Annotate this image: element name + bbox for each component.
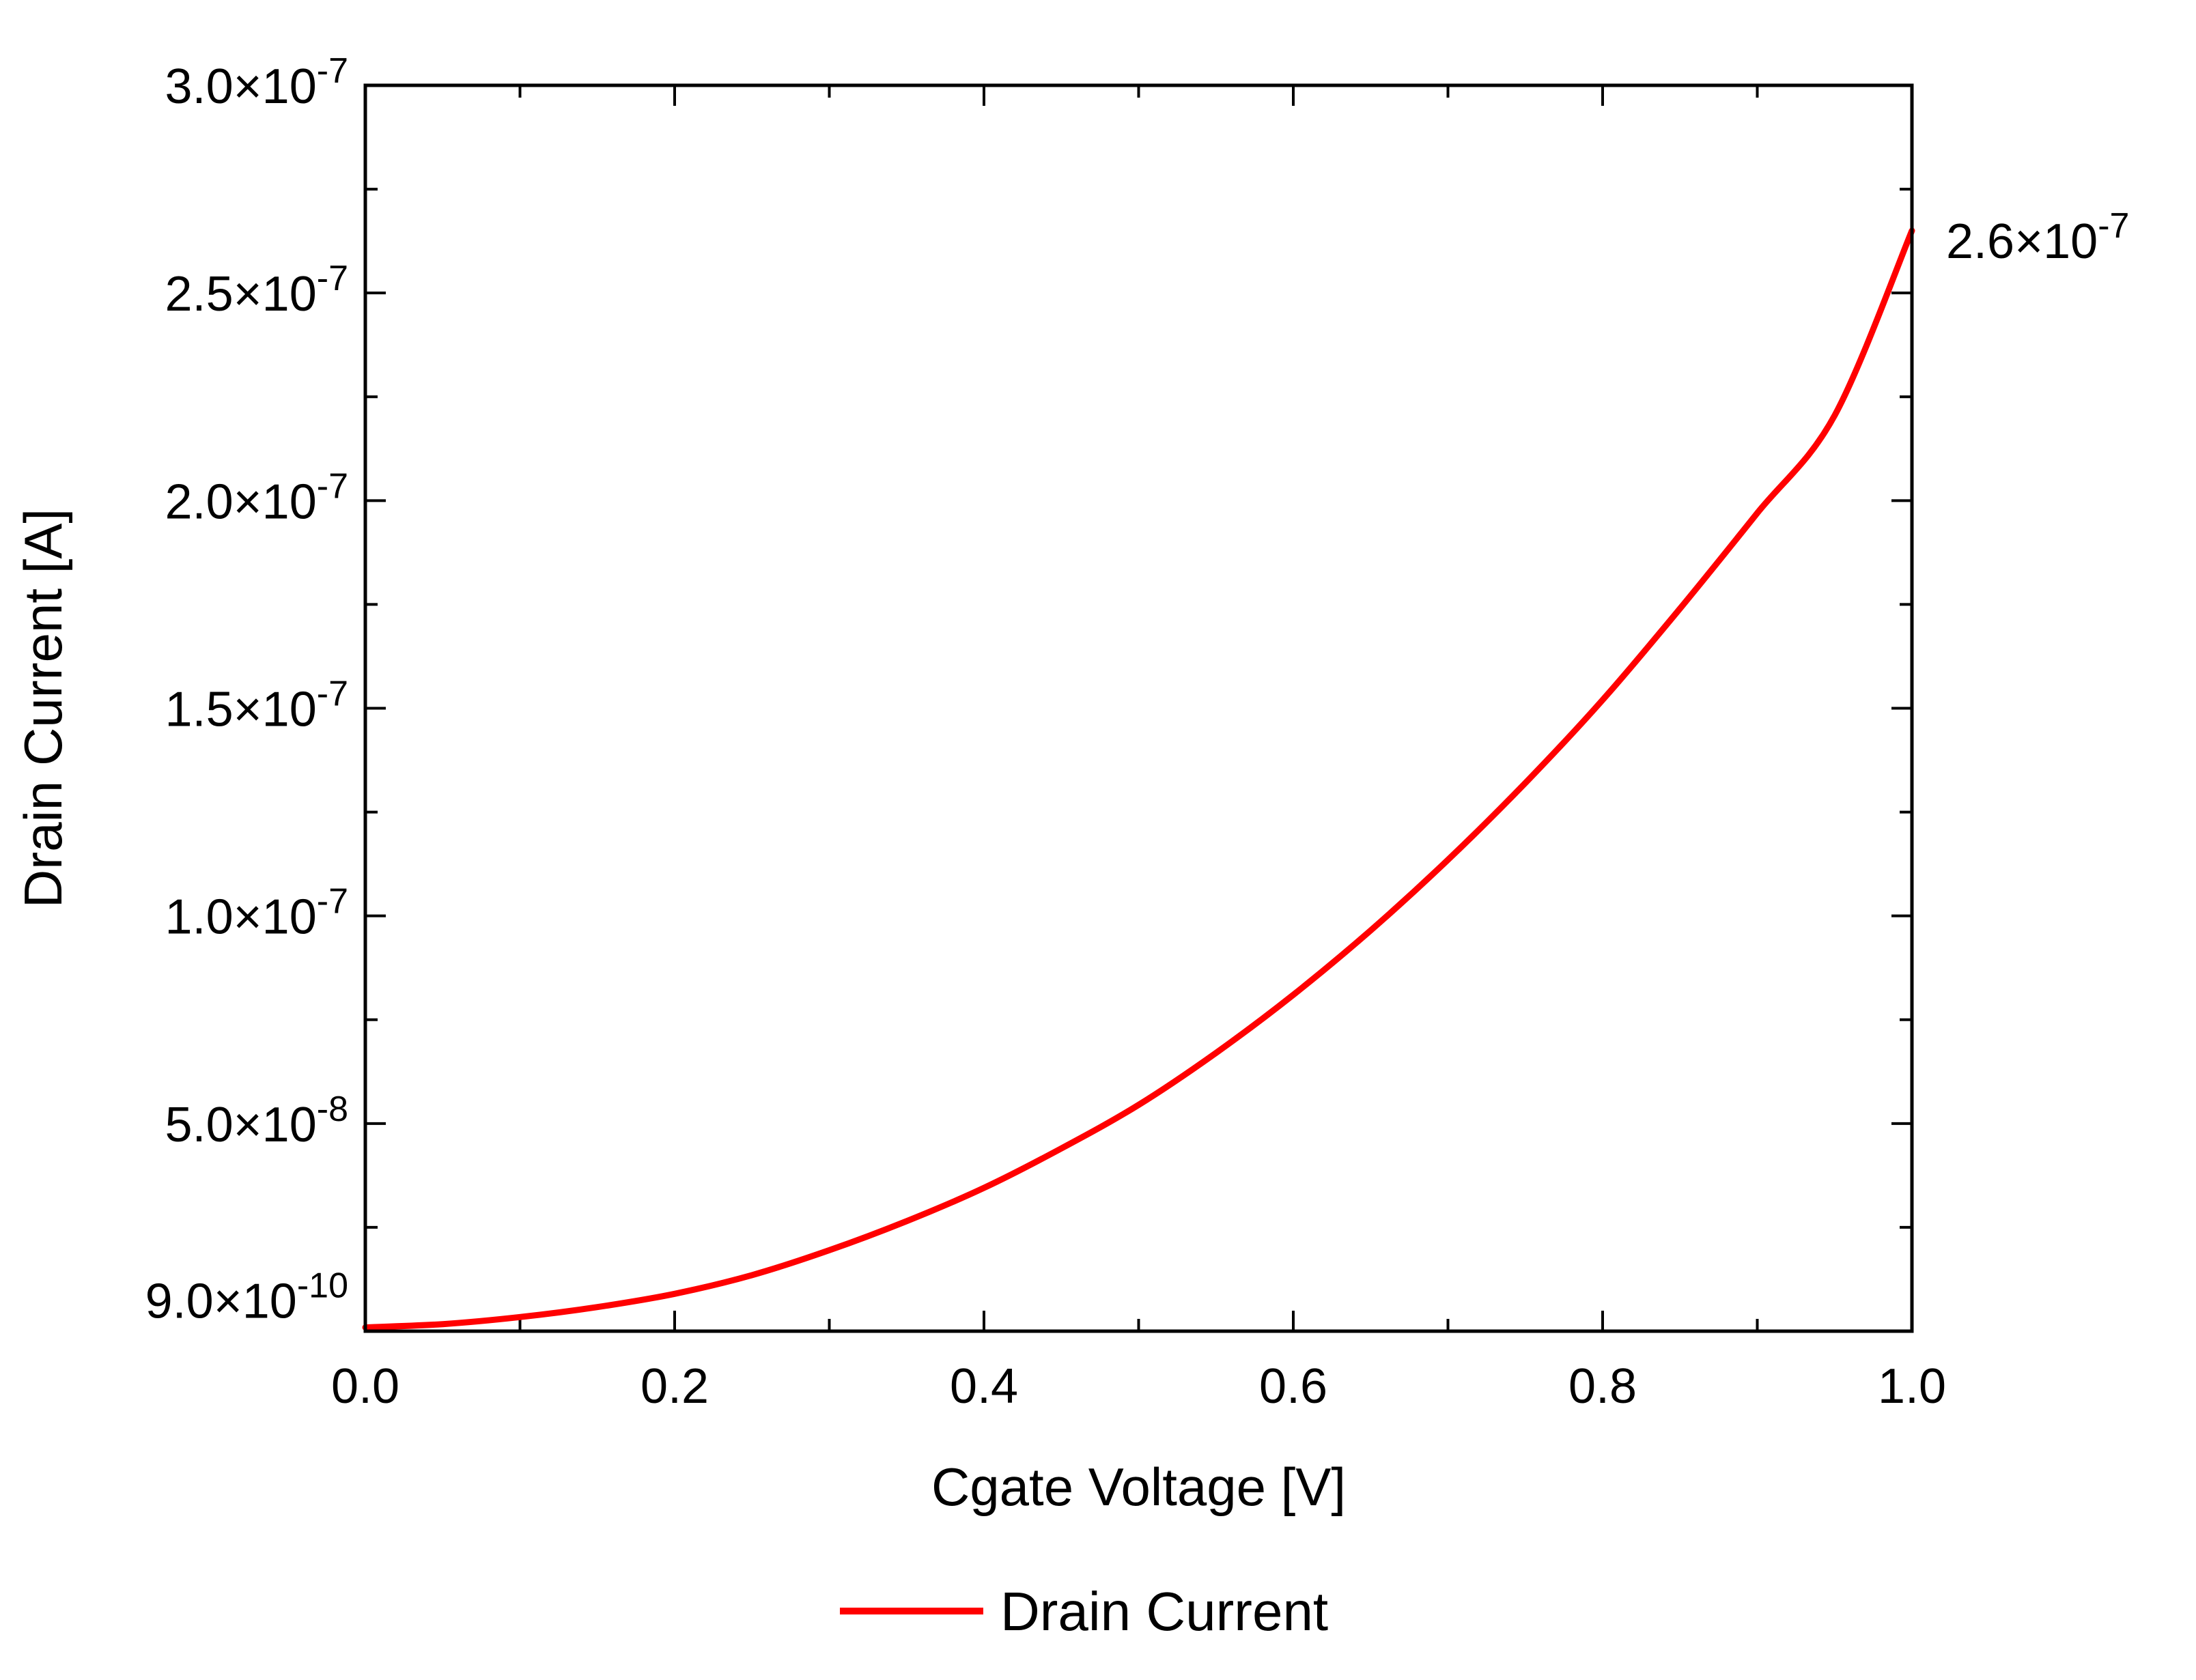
annotation-start-exponent: -10 <box>297 1266 348 1306</box>
y-tick-exponent: -7 <box>317 466 348 506</box>
y-axis-title: Drain Current [A] <box>13 509 73 908</box>
legend: Drain Current <box>840 1581 1328 1642</box>
y-tick-label: 2.5×10-7 <box>165 259 348 322</box>
annotation-end-value: 2.6×10-7 <box>1946 206 2129 269</box>
annotation-start-value: 9.0×10-10 <box>145 1266 348 1329</box>
x-tick-label: 1.0 <box>1878 1359 1946 1414</box>
y-tick-exponent: -7 <box>317 259 348 298</box>
y-tick-mantissa: 1.0×10 <box>165 890 317 945</box>
y-tick-mantissa: 3.0×10 <box>165 59 317 114</box>
y-tick-mantissa: 5.0×10 <box>165 1098 317 1152</box>
annotation-start-mantissa: 9.0×10 <box>145 1275 297 1329</box>
y-tick-exponent: -7 <box>317 51 348 91</box>
x-tick-label: 0.4 <box>950 1359 1018 1414</box>
y-tick-exponent: -7 <box>317 674 348 714</box>
x-tick-label: 0.2 <box>640 1359 709 1414</box>
y-tick-label: 1.0×10-7 <box>165 882 348 945</box>
x-axis-title: Cgate Voltage [V] <box>931 1457 1346 1517</box>
tick-labels-layer: 0.0 0.2 0.4 0.6 0.8 1.05.0×10-81.0×10-71.5×10… <box>165 51 1947 1414</box>
annotation-end-exponent: -7 <box>2098 206 2129 246</box>
annotation-end-mantissa: 2.6×10 <box>1946 214 2098 269</box>
y-tick-exponent: -8 <box>317 1090 348 1129</box>
ticks-layer <box>364 84 1913 1331</box>
legend-label-drain-current: Drain Current <box>1000 1581 1328 1642</box>
x-tick-label: 0.0 <box>331 1359 399 1414</box>
y-tick-mantissa: 1.5×10 <box>165 683 317 737</box>
x-tick-label: 0.6 <box>1259 1359 1327 1414</box>
series-line-drain-current <box>362 227 1915 1330</box>
x-tick-label: 0.8 <box>1568 1359 1637 1414</box>
y-tick-mantissa: 2.0×10 <box>165 474 317 529</box>
y-tick-label: 1.5×10-7 <box>165 674 348 737</box>
y-tick-label: 5.0×10-8 <box>165 1090 348 1152</box>
plot-frame <box>363 83 1914 1333</box>
y-tick-mantissa: 2.5×10 <box>165 267 317 322</box>
y-tick-label: 2.0×10-7 <box>165 466 348 529</box>
y-tick-exponent: -7 <box>317 882 348 922</box>
y-tick-label: 3.0×10-7 <box>165 51 348 114</box>
